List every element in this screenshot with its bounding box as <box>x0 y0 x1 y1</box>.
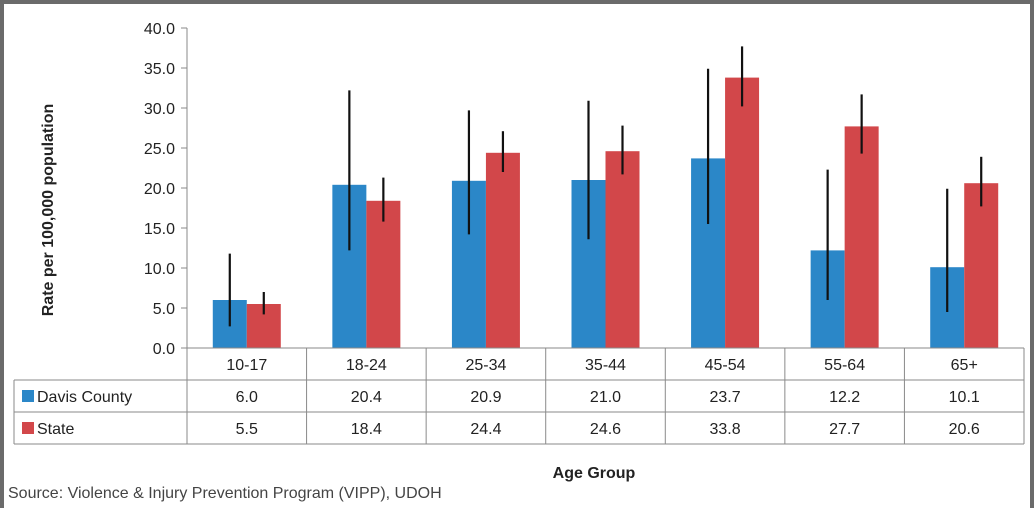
table-value: 18.4 <box>351 421 382 438</box>
y-tick-label: 15.0 <box>144 221 175 238</box>
bar-state-18-24 <box>366 200 401 348</box>
y-tick-label: 10.0 <box>144 261 175 278</box>
y-tick-label: 0.0 <box>153 341 175 358</box>
table-value: 10.1 <box>949 389 980 406</box>
y-tick-label: 30.0 <box>144 101 175 118</box>
table-value: 21.0 <box>590 389 621 406</box>
x-category-label: 45-54 <box>705 357 746 374</box>
legend-label: State <box>37 421 74 438</box>
y-tick-label: 40.0 <box>144 21 175 38</box>
table-value: 20.4 <box>351 389 382 406</box>
table-value: 20.6 <box>949 421 980 438</box>
table-value: 6.0 <box>236 389 258 406</box>
x-category-label: 35-44 <box>585 357 626 374</box>
y-axis-title: Rate per 100,000 population <box>40 104 57 317</box>
y-tick-label: 20.0 <box>144 181 175 198</box>
table-value: 24.6 <box>590 421 621 438</box>
table-value: 12.2 <box>829 389 860 406</box>
table-value: 27.7 <box>829 421 860 438</box>
x-category-label: 10-17 <box>226 357 267 374</box>
bar-state-25-34 <box>485 152 520 348</box>
legend-swatch <box>22 422 34 434</box>
y-tick-label: 25.0 <box>144 141 175 158</box>
bar-state-35-44 <box>605 151 640 348</box>
table-value: 24.4 <box>470 421 501 438</box>
table-value: 33.8 <box>710 421 741 438</box>
bar-state-55-64 <box>844 126 879 349</box>
x-axis-title: Age Group <box>553 465 636 482</box>
x-category-label: 55-64 <box>824 357 865 374</box>
source-note: Source: Violence & Injury Prevention Pro… <box>8 485 442 502</box>
x-category-label: 25-34 <box>465 357 506 374</box>
legend-label: Davis County <box>37 389 132 406</box>
table-value: 23.7 <box>710 389 741 406</box>
legend-swatch <box>22 390 34 402</box>
x-category-label: 18-24 <box>346 357 387 374</box>
bars-group <box>212 77 999 349</box>
error-bars-group <box>228 46 983 327</box>
table-value: 20.9 <box>470 389 501 406</box>
x-category-label: 65+ <box>951 357 978 374</box>
bar-state-45-54 <box>725 77 760 348</box>
y-axis: 0.0 5.0 10.0 15.0 20.0 25.0 30.0 35.0 40.0 <box>144 21 188 358</box>
bar-state-65+ <box>964 183 999 348</box>
data-table: 10-17 18-24 25-34 35-44 45-54 55-64 65+ Davis C… <box>13 347 1025 445</box>
y-tick-label: 5.0 <box>153 301 175 318</box>
y-tick-label: 35.0 <box>144 61 175 78</box>
table-value: 5.5 <box>236 421 258 438</box>
